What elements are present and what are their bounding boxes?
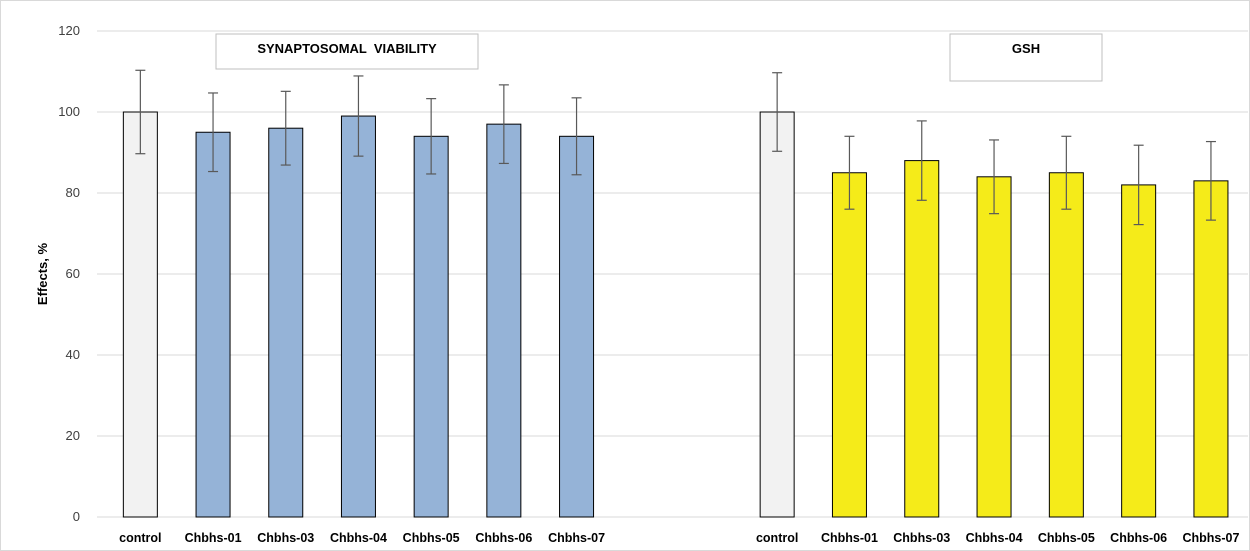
x-category-label: Chbhs-07 [1182,531,1239,545]
bars [122,111,1229,518]
y-axis-ticks: 0 20 40 60 80 100 120 [58,23,80,524]
x-category-label: Chbhs-03 [257,531,314,545]
panel-titles: SYNAPTOSOMAL VIABILITY GSH [215,33,1103,82]
x-category-label: control [119,531,161,545]
bar-gsh-chbhs-06 [1121,184,1157,518]
y-tick-label: 0 [73,509,80,524]
x-category-label: Chbhs-03 [893,531,950,545]
y-tick-label: 80 [66,185,80,200]
x-category-label: Chbhs-06 [1110,531,1167,545]
y-tick-label: 20 [66,428,80,443]
panel-title-box [949,33,1103,82]
panel-title: SYNAPTOSOMAL VIABILITY [257,41,437,56]
bar-viability-chbhs-04 [340,115,376,518]
x-category-label: Chbhs-01 [821,531,878,545]
x-category-label: Chbhs-06 [475,531,532,545]
x-category-label: Chbhs-07 [548,531,605,545]
x-category-label: Chbhs-05 [1038,531,1095,545]
bar-viability-chbhs-06 [486,123,522,518]
bar-viability-control [122,111,158,518]
bar-gsh-chbhs-04 [976,176,1012,518]
x-category-label: Chbhs-04 [966,531,1023,545]
bar-gsh-chbhs-05 [1048,172,1084,518]
panel-title-box [215,33,479,70]
x-axis-labels: control Chbhs-01 Chbhs-03 Chbhs-04 Chbhs-05 C… [119,531,1239,545]
bar-gsh-chbhs-01 [831,172,867,518]
bar-viability-chbhs-05 [413,135,449,518]
x-category-label: Chbhs-04 [330,531,387,545]
y-tick-label: 120 [58,23,80,38]
x-category-label: Chbhs-01 [185,531,242,545]
bar-viability-chbhs-07 [559,135,595,518]
x-category-label: Chbhs-05 [403,531,460,545]
y-axis-title: Effects, % [35,242,50,305]
bar-viability-chbhs-03 [268,127,304,518]
bar-gsh-control [759,111,795,518]
bar-viability-chbhs-01 [195,131,231,518]
x-category-label: control [756,531,798,545]
y-tick-label: 40 [66,347,80,362]
bar-gsh-chbhs-07 [1193,180,1229,518]
error-bars [135,69,1216,226]
y-tick-label: 100 [58,104,80,119]
bar-gsh-chbhs-03 [904,160,940,518]
y-tick-label: 60 [66,266,80,281]
panel-title: GSH [1012,41,1040,56]
